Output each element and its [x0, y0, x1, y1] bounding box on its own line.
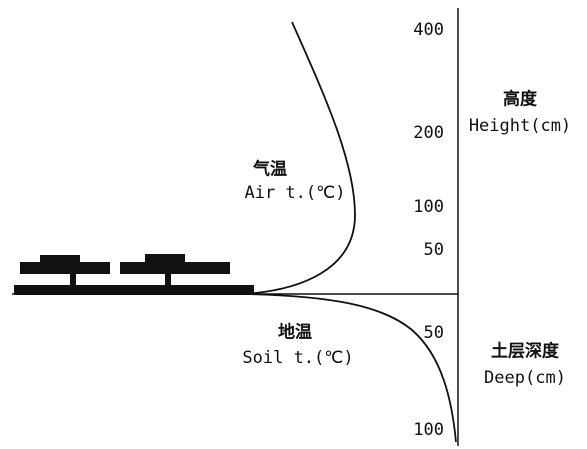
- height-tick-label: 50: [424, 240, 444, 260]
- soil-label-zh: 地温: [278, 322, 312, 343]
- diagram: 气温 Air t.(℃) 地温 Soil t.(℃) 高度 Height(cm)…: [0, 0, 587, 449]
- depth-label-zh: 土层深度: [491, 341, 560, 362]
- height-tick-label: 100: [413, 197, 444, 217]
- height-label-zh: 高度: [503, 89, 538, 110]
- depth-label-en: Deep(cm): [484, 368, 566, 388]
- soil-label-en: Soil t.(℃): [242, 348, 353, 368]
- depth-tick-label: 100: [413, 420, 444, 440]
- height-label-en: Height(cm): [469, 116, 571, 136]
- air-label-zh: 气温: [252, 159, 287, 180]
- air-label-en: Air t.(℃): [245, 183, 346, 203]
- ground-graphic: [14, 254, 254, 295]
- height-tick-label: 200: [413, 123, 444, 143]
- depth-tick-label: 50: [424, 323, 444, 343]
- air-curve: [245, 22, 355, 294]
- height-tick-label: 400: [413, 20, 444, 40]
